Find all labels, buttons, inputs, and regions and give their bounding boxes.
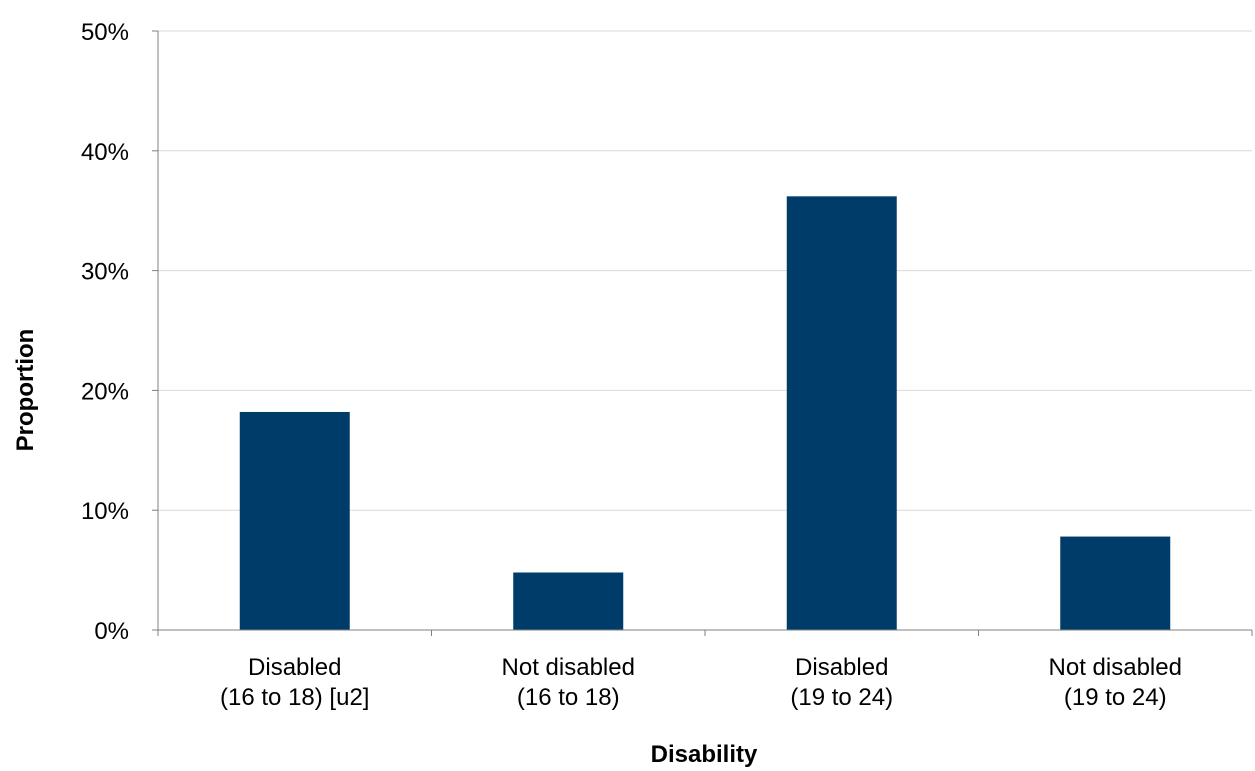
- y-tick-label: 10%: [81, 498, 129, 525]
- bar: [239, 411, 350, 630]
- gridlines: [158, 30, 1252, 511]
- y-tick-label: 0%: [94, 618, 129, 645]
- bar: [786, 196, 897, 630]
- y-tick-label: 40%: [81, 139, 129, 166]
- x-tick-label: Disabled (16 to 18) [u2]: [220, 654, 369, 711]
- y-tick-labels: 0% 10% 20% 30% 40% 50%: [81, 19, 129, 645]
- bar: [513, 572, 624, 630]
- y-tick-label: 50%: [81, 19, 129, 46]
- x-tick-labels: Disabled (16 to 18) [u2] Not disabled (16 t…: [220, 654, 1182, 711]
- x-axis-title: Disability: [651, 741, 758, 768]
- x-tick-label: Disabled (19 to 24): [790, 654, 893, 711]
- x-tick-label: Not disabled (19 to 24): [1049, 654, 1182, 711]
- y-tick-label: 30%: [81, 259, 129, 286]
- y-axis-title: Proportion: [12, 329, 39, 452]
- y-tick-label: 20%: [81, 378, 129, 405]
- bar: [1060, 536, 1171, 630]
- x-tick-label: Not disabled (16 to 18): [502, 654, 635, 711]
- bars: [239, 196, 1171, 630]
- axes: [152, 30, 1253, 636]
